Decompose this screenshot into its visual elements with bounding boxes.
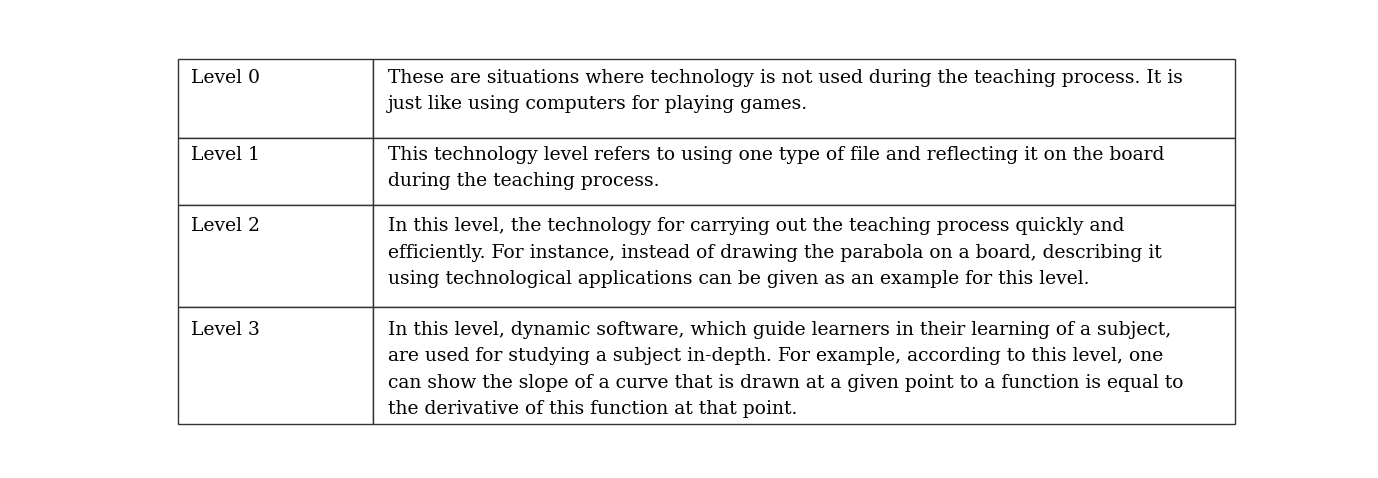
Text: In this level, the technology for carrying out the teaching process quickly and
: In this level, the technology for carryi…: [389, 217, 1162, 288]
Text: Level 2: Level 2: [192, 217, 260, 235]
Bar: [373, 138, 1235, 205]
Text: In this level, dynamic software, which guide learners in their learning of a sub: In this level, dynamic software, which g…: [389, 321, 1184, 418]
Text: Level 1: Level 1: [192, 146, 260, 163]
Text: Level 0: Level 0: [192, 69, 260, 87]
Text: This technology level refers to using one type of file and reflecting it on the : This technology level refers to using on…: [389, 146, 1164, 190]
Text: Level 3: Level 3: [192, 321, 260, 339]
Bar: [373, 205, 1235, 307]
Bar: [178, 59, 373, 138]
Bar: [373, 59, 1235, 138]
Text: These are situations where technology is not used during the teaching process. I: These are situations where technology is…: [389, 69, 1182, 113]
Bar: [178, 307, 373, 424]
Bar: [373, 307, 1235, 424]
Bar: [178, 138, 373, 205]
Bar: [178, 205, 373, 307]
